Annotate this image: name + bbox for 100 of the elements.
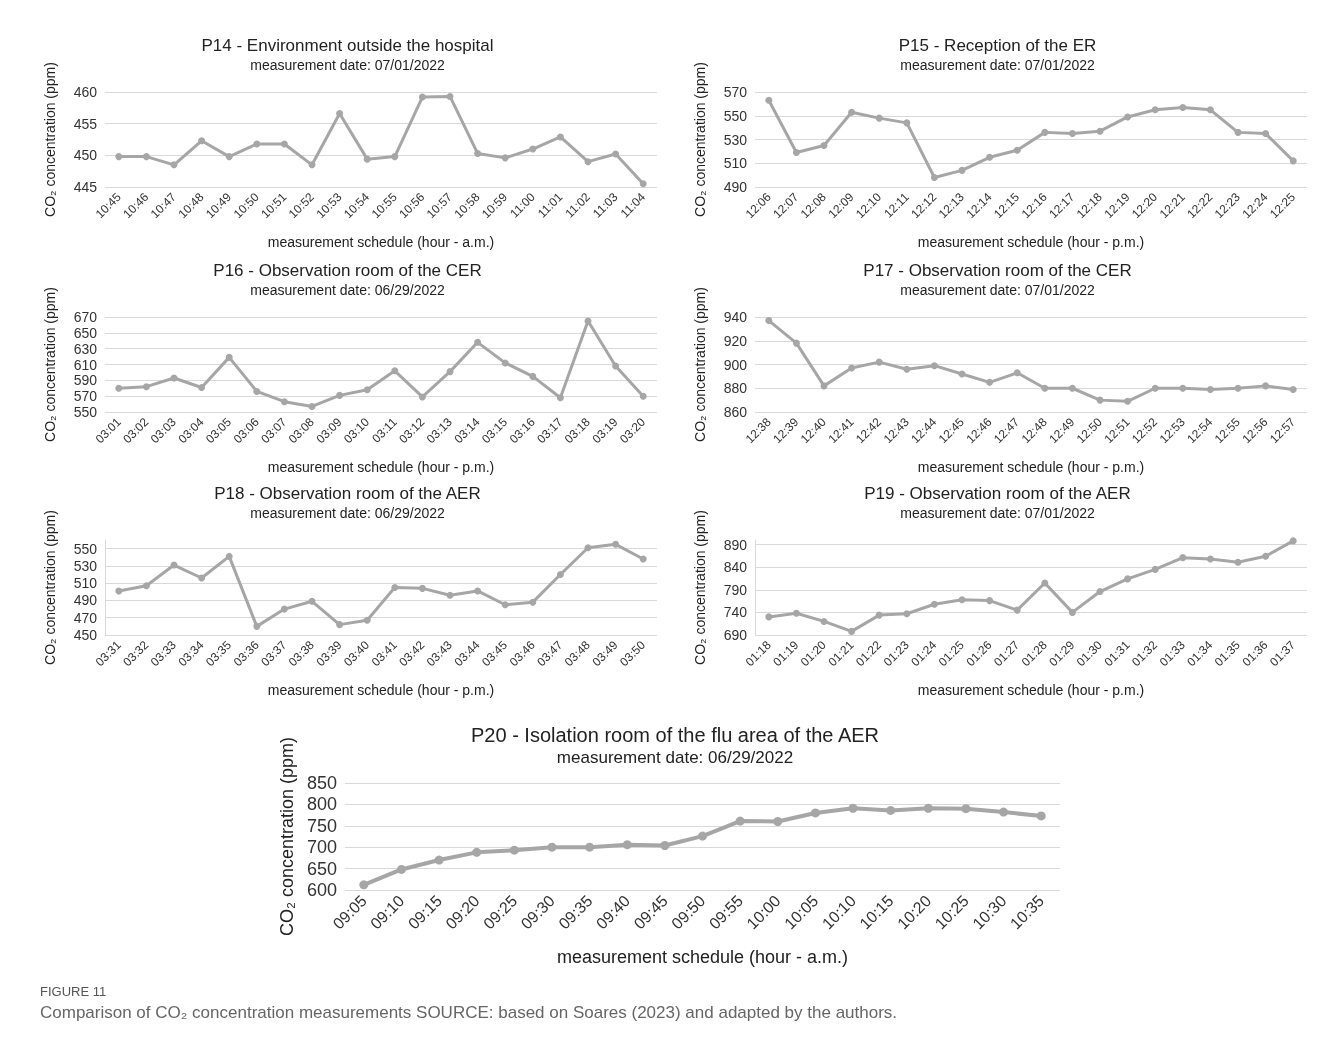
y-axis-title: CO₂ concentration (ppm) [42,62,58,217]
y-tick-label: 510 [73,575,98,592]
point [556,571,564,579]
y-tick-label: 920 [723,332,748,349]
point [501,359,509,367]
y-tick-label: 490 [723,179,748,195]
point [875,114,883,122]
point [446,591,454,599]
point [418,93,426,101]
point [1151,565,1159,573]
y-tick-label: 610 [73,356,98,373]
chart-subtitle: measurement date: 06/29/2022 [250,282,445,298]
point [115,384,123,392]
point [391,584,399,591]
point [1234,128,1242,136]
point [639,180,647,188]
chart-title: P16 - Observation room of the CER [213,261,482,280]
point [903,365,911,373]
point [225,153,233,161]
point [418,584,426,592]
point [735,816,745,826]
point [660,840,670,850]
point [253,622,261,630]
chart-title: P14 - Environment outside the hospital [201,36,494,55]
point [359,880,369,890]
point [1289,157,1297,165]
chart-subtitle: measurement date: 06/29/2022 [556,748,794,767]
point [280,605,288,613]
point [446,368,454,376]
point [1262,552,1270,560]
chart-title: P18 - Observation room of the AER [214,484,481,503]
point [773,817,783,827]
point [820,141,828,149]
y-tick-label: 450 [73,627,98,643]
point [986,378,994,386]
point [115,587,123,595]
point [886,805,896,815]
point [1041,579,1049,587]
point [1036,811,1046,821]
x-axis-title: measurement schedule (hour - p.m.) [917,682,1145,698]
y-tick-label: 700 [306,837,337,858]
point [765,613,773,621]
y-tick-label: 550 [73,540,98,557]
point [142,153,150,161]
point [930,600,938,608]
point [198,137,206,145]
point [142,582,150,590]
point [958,596,966,604]
y-tick-label: 690 [723,627,748,643]
y-tick-label: 530 [723,131,748,148]
chart-subtitle: measurement date: 06/29/2022 [250,505,445,521]
point [336,391,344,399]
point [999,807,1009,817]
y-tick-label: 650 [306,858,337,879]
point [1179,384,1187,392]
point [585,842,595,852]
point [848,364,856,372]
point [1041,128,1049,136]
point [1068,130,1076,138]
point [308,597,316,605]
point [115,153,123,161]
y-tick-label: 890 [723,536,748,553]
y-tick-label: 490 [73,592,98,609]
point [961,804,971,814]
point [1096,588,1104,596]
y-tick-label: 530 [73,557,98,574]
chart-title: P15 - Reception of the ER [898,36,1097,55]
y-tick-label: 840 [723,559,748,576]
chart-subtitle: measurement date: 07/01/2022 [900,282,1095,298]
point [792,149,800,157]
y-axis-title: CO₂ concentration (ppm) [692,62,708,217]
point [1013,606,1021,614]
point [1151,106,1159,114]
y-tick-label: 450 [73,147,98,164]
chart-title: P17 - Observation room of the CER [863,261,1132,280]
point [225,353,233,361]
point [923,803,933,813]
point [639,392,647,400]
y-tick-label: 790 [723,581,748,598]
point [336,621,344,629]
point [1206,385,1214,393]
point [170,161,178,169]
point [1206,555,1214,563]
point [1262,382,1270,390]
x-axis-title: measurement schedule (hour - p.m.) [267,459,495,475]
y-tick-label: 750 [306,815,337,836]
chart-subtitle: measurement date: 07/01/2022 [900,57,1095,73]
y-tick-label: 650 [73,324,98,341]
point [472,847,482,857]
point [986,153,994,161]
point [529,598,537,606]
point [1206,106,1214,114]
point [612,362,620,370]
point [308,161,316,169]
y-tick-label: 670 [73,309,98,325]
point [1179,554,1187,562]
point [253,140,261,148]
point [958,166,966,174]
point [446,92,454,100]
point [547,842,557,852]
